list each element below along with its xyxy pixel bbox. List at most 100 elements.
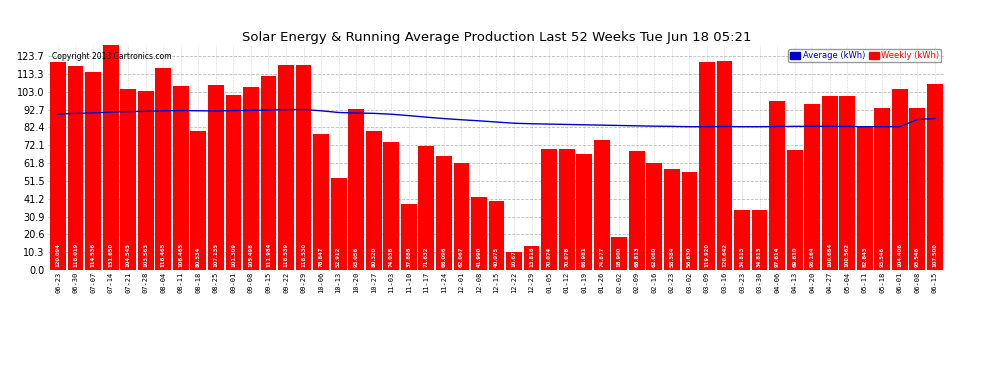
Bar	[892, 89, 908, 270]
Text: 66.981: 66.981	[582, 246, 587, 267]
Bar	[874, 108, 890, 270]
Bar	[822, 96, 838, 270]
Text: 118.539: 118.539	[283, 242, 288, 267]
Text: 56.630: 56.630	[687, 246, 692, 267]
Text: 52.912: 52.912	[337, 246, 342, 267]
Text: 100.562: 100.562	[844, 243, 849, 267]
Bar	[226, 94, 242, 270]
Bar	[594, 140, 610, 270]
Bar	[558, 149, 574, 270]
Bar	[542, 149, 557, 270]
Bar	[244, 87, 258, 270]
Text: 78.847: 78.847	[319, 246, 324, 267]
Bar	[436, 156, 451, 270]
Text: 18.900: 18.900	[617, 246, 622, 267]
Bar	[50, 62, 66, 270]
Bar	[506, 252, 522, 270]
Text: 111.984: 111.984	[266, 242, 271, 267]
Text: 118.530: 118.530	[301, 242, 306, 267]
Bar	[910, 108, 926, 270]
Bar	[927, 84, 942, 270]
Bar	[489, 201, 504, 270]
Text: 62.067: 62.067	[459, 246, 464, 267]
Bar	[840, 96, 855, 270]
Bar	[576, 154, 592, 270]
Bar	[138, 91, 153, 270]
Bar	[857, 127, 872, 270]
Text: 62.060: 62.060	[651, 246, 656, 267]
Text: 107.500: 107.500	[933, 243, 938, 267]
Text: 13.818: 13.818	[529, 246, 534, 267]
Bar	[681, 172, 697, 270]
Bar	[769, 101, 785, 270]
Text: 82.843: 82.843	[862, 246, 867, 267]
Bar	[787, 150, 803, 270]
Text: 105.498: 105.498	[248, 243, 253, 267]
Text: 93.056: 93.056	[353, 246, 358, 267]
Bar	[471, 197, 487, 270]
Text: 41.990: 41.990	[476, 246, 481, 267]
Bar	[296, 65, 312, 270]
Text: 70.074: 70.074	[546, 246, 551, 267]
Bar	[751, 210, 767, 270]
Text: Copyright 2013 Cartronics.com: Copyright 2013 Cartronics.com	[52, 52, 171, 61]
Bar	[173, 86, 189, 270]
Bar	[190, 130, 206, 270]
Text: 74.038: 74.038	[389, 246, 394, 267]
Text: 68.813: 68.813	[635, 246, 640, 267]
Text: 93.546: 93.546	[880, 246, 885, 267]
Text: 58.584: 58.584	[669, 246, 674, 267]
Bar	[646, 163, 662, 270]
Text: 80.320: 80.320	[371, 246, 376, 267]
Text: 93.546: 93.546	[915, 246, 920, 267]
Text: 71.632: 71.632	[424, 246, 429, 267]
Bar	[629, 151, 644, 270]
Bar	[524, 246, 540, 270]
Text: 103.563: 103.563	[144, 243, 148, 267]
Bar	[208, 85, 224, 270]
Bar	[419, 146, 435, 270]
Bar	[85, 72, 101, 270]
Bar	[612, 237, 627, 270]
Bar	[103, 42, 119, 270]
Text: 106.465: 106.465	[178, 242, 183, 267]
Title: Solar Energy & Running Average Production Last 52 Weeks Tue Jun 18 05:21: Solar Energy & Running Average Productio…	[242, 31, 751, 44]
Text: 66.096: 66.096	[442, 246, 446, 267]
Bar	[735, 210, 749, 270]
Bar	[366, 131, 381, 270]
Bar	[664, 169, 680, 270]
Text: 10.671: 10.671	[512, 246, 517, 267]
Text: 119.920: 119.920	[705, 243, 710, 267]
Bar	[804, 104, 820, 270]
Bar	[155, 68, 171, 270]
Bar	[331, 178, 346, 270]
Text: 120.094: 120.094	[55, 243, 60, 267]
Bar	[348, 109, 364, 270]
Text: 101.309: 101.309	[231, 243, 236, 267]
Text: 96.164: 96.164	[810, 246, 815, 267]
Bar	[278, 65, 294, 270]
Text: 131.650: 131.650	[108, 242, 113, 267]
Text: 40.075: 40.075	[494, 246, 499, 267]
Text: 74.877: 74.877	[599, 246, 604, 267]
Bar	[699, 63, 715, 270]
Bar	[67, 66, 83, 270]
Bar	[260, 76, 276, 270]
Text: 120.642: 120.642	[722, 243, 727, 267]
Bar	[383, 142, 399, 270]
Text: 69.610: 69.610	[792, 246, 797, 267]
Text: 116.465: 116.465	[160, 242, 165, 267]
Text: 97.614: 97.614	[774, 246, 779, 267]
Text: 100.664: 100.664	[828, 242, 833, 267]
Text: 70.078: 70.078	[564, 246, 569, 267]
Bar	[121, 89, 136, 270]
Text: 114.536: 114.536	[91, 242, 96, 267]
Text: 34.813: 34.813	[757, 246, 762, 267]
Text: 34.813: 34.813	[740, 246, 744, 267]
Bar	[717, 61, 733, 270]
Text: 104.406: 104.406	[897, 243, 902, 267]
Bar	[313, 134, 329, 270]
Legend: Average (kWh), Weekly (kWh): Average (kWh), Weekly (kWh)	[788, 49, 941, 62]
Text: 104.545: 104.545	[126, 243, 131, 267]
Text: 118.019: 118.019	[73, 242, 78, 267]
